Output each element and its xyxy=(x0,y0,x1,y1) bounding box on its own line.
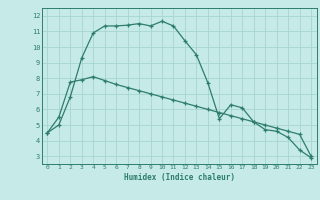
X-axis label: Humidex (Indice chaleur): Humidex (Indice chaleur) xyxy=(124,173,235,182)
